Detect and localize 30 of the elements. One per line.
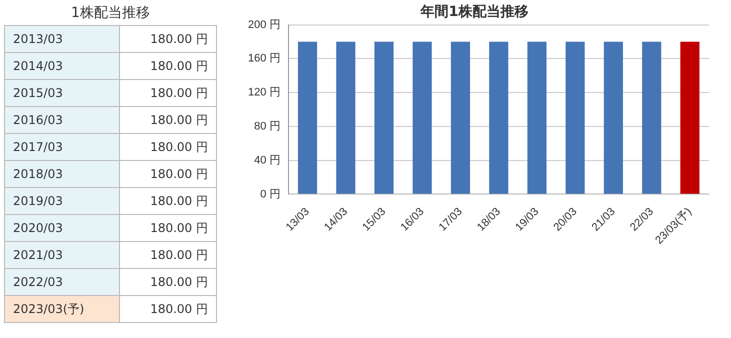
y-tick-label: 0 円 — [260, 188, 280, 200]
category-label: 2022/03 — [4, 268, 120, 296]
text: 180.00 円 — [150, 58, 208, 72]
text: 180.00 円 — [150, 112, 208, 126]
category-label: 2018/03 — [4, 160, 120, 188]
category-label: 2017/03 — [4, 134, 120, 160]
text: 180.00 円 — [150, 194, 208, 208]
category-label: 2015/03 — [4, 80, 120, 106]
category-label: 2019/03 — [4, 188, 120, 214]
text: 180.00 円 — [150, 248, 208, 262]
text: 180.00 円 — [150, 86, 208, 100]
category-label: 2016/03 — [4, 106, 120, 134]
category-label: 2013/03 — [4, 26, 120, 52]
chart-title: 年間1株配当推移 — [420, 4, 528, 20]
y-tick-label: 120 円 — [248, 86, 280, 99]
y-tick-label: 40 円 — [254, 154, 280, 166]
text: 180.00 円 — [150, 220, 208, 234]
category-label: 2014/03 — [4, 52, 120, 80]
category-label: 2020/03 — [4, 214, 120, 242]
y-tick-label: 200 円 — [248, 18, 280, 31]
text: 180.00 円 — [150, 32, 208, 46]
text: 180.00 円 — [150, 166, 208, 180]
text: 180.00 円 — [150, 140, 208, 154]
y-tick-label: 160 円 — [248, 52, 280, 65]
category-label: 2021/03 — [4, 242, 120, 268]
text: 180.00 円 — [150, 274, 208, 288]
text: 180.00 円 — [150, 302, 208, 316]
y-tick-label: 80 円 — [254, 120, 280, 132]
text: 1株配当推移 — [70, 4, 151, 22]
category-label: 2023/03(予) — [4, 296, 120, 322]
